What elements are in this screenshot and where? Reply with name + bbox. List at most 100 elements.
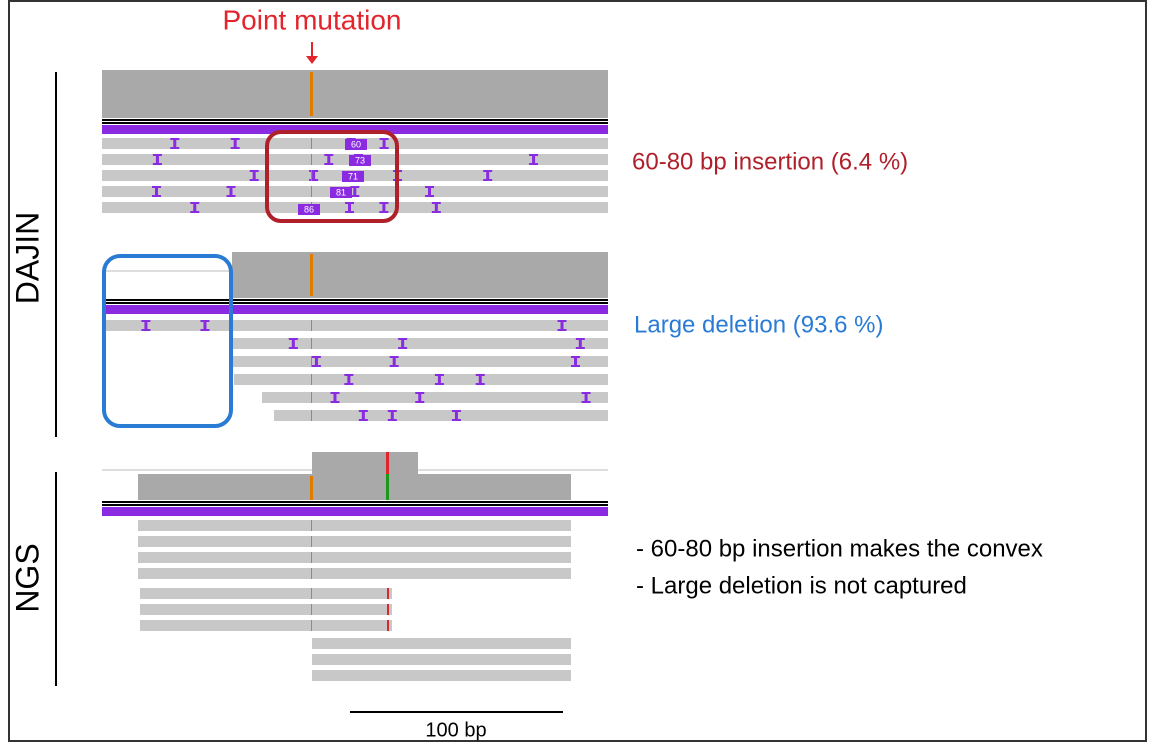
read	[232, 356, 608, 367]
insertion-mark	[435, 374, 444, 376]
insertion-mark	[582, 401, 591, 403]
read	[138, 520, 571, 531]
insertion-mark	[558, 320, 567, 322]
mutation-line	[311, 186, 312, 197]
note: - Large deletion is not captured	[636, 572, 967, 599]
read	[312, 654, 571, 665]
insertion-mark	[359, 410, 368, 412]
mutation-line	[311, 552, 312, 563]
insertion-density	[102, 507, 608, 516]
insertion-mark	[486, 171, 489, 180]
insertion-mark	[253, 171, 256, 180]
mutation-line	[311, 392, 312, 403]
insertion-mark	[388, 419, 397, 421]
insertion-mark	[309, 179, 318, 181]
mutation-line	[311, 536, 312, 547]
read	[102, 202, 608, 213]
insertion-mark	[324, 163, 333, 165]
insertion-mark	[432, 211, 441, 213]
insertion-mark	[226, 186, 235, 188]
insertion-mark	[418, 393, 421, 402]
mutation-line	[311, 138, 312, 149]
divider-gap	[102, 301, 608, 302]
insertion-mark	[170, 147, 179, 149]
annotation: 60-80 bp insertion (6.4 %)	[632, 148, 908, 175]
insertion-mark	[170, 138, 179, 140]
divider-gap	[102, 503, 608, 504]
read	[232, 338, 608, 349]
annotation: Large deletion (93.6 %)	[634, 311, 884, 338]
insertion-mark	[348, 203, 351, 212]
insertion-mark	[309, 170, 318, 172]
scale-label: 100 bp	[425, 719, 486, 741]
read	[138, 552, 571, 563]
mutation-line	[311, 520, 312, 531]
insertion-mark	[479, 375, 482, 384]
insertion-mark	[532, 155, 535, 164]
insertion-mark	[388, 410, 397, 412]
mutation-line	[311, 320, 312, 331]
section-label: DAJIN	[9, 212, 45, 304]
insertion-mark	[571, 356, 580, 358]
insertion-mark	[380, 138, 389, 140]
mismatch	[387, 588, 389, 599]
insertion-mark	[226, 195, 235, 197]
insertion-mark	[203, 321, 206, 330]
mutation-line	[311, 154, 312, 165]
insertion-mark	[390, 356, 399, 358]
insertion-mark	[345, 202, 354, 204]
insertion-mark	[558, 329, 567, 331]
insertion-mark	[398, 338, 407, 340]
mutation-line	[311, 620, 312, 631]
insertion-mark	[380, 147, 389, 149]
insertion-mark	[432, 202, 441, 204]
insertion-label: 71	[348, 171, 358, 181]
insertion-mark	[312, 356, 321, 358]
coverage	[102, 70, 608, 118]
mutation-line	[311, 588, 312, 599]
mutation-line	[311, 170, 312, 181]
insertion-label: 86	[304, 204, 314, 214]
insertion-mark	[152, 186, 161, 188]
insertion-mark	[359, 419, 368, 421]
coverage	[312, 452, 418, 500]
read	[274, 410, 608, 421]
insertion-mark	[312, 365, 321, 367]
insertion-mark	[330, 392, 339, 394]
insertion-mark	[173, 139, 176, 148]
read	[140, 604, 392, 615]
coverage	[232, 252, 608, 298]
insertion-mark	[315, 357, 318, 366]
read	[140, 588, 392, 599]
read	[140, 620, 392, 631]
insertion-mark	[529, 154, 538, 156]
insertion-mark	[415, 392, 424, 394]
insertion-mark	[190, 211, 199, 213]
mismatch	[386, 474, 389, 500]
point-mutation	[310, 254, 313, 296]
insertion-mark	[435, 203, 438, 212]
insertion-mark	[383, 139, 386, 148]
insertion-mark	[231, 138, 240, 140]
insertion-mark	[289, 338, 298, 340]
insertion-mark	[250, 179, 259, 181]
point-mutation	[310, 476, 313, 500]
insertion-label: 81	[336, 187, 346, 197]
insertion-mark	[144, 321, 147, 330]
insertion-mark	[582, 392, 591, 394]
insertion-mark	[200, 329, 209, 331]
divider-gap	[102, 121, 608, 122]
insertion-mark	[452, 410, 461, 412]
insertion-mark	[193, 203, 196, 212]
insertion-mark	[353, 187, 356, 196]
insertion-mark	[452, 419, 461, 421]
insertion-mark	[393, 357, 396, 366]
insertion-mark	[571, 365, 580, 367]
insertion-mark	[333, 393, 336, 402]
insertion-mark	[292, 339, 295, 348]
insertion-mark	[141, 329, 150, 331]
insertion-mark	[483, 179, 492, 181]
insertion-mark	[391, 411, 394, 420]
insertion-mark	[379, 202, 388, 204]
mismatch	[386, 452, 389, 474]
